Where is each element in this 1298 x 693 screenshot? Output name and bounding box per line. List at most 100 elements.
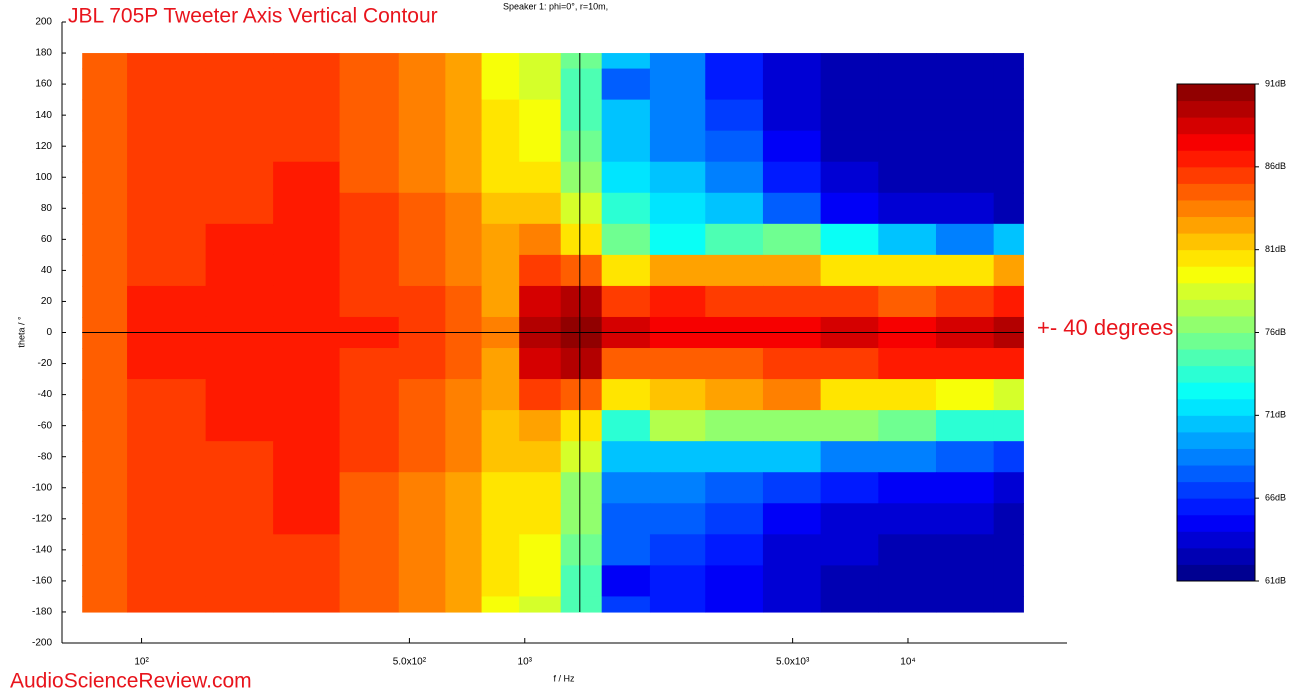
- contour-cell: [601, 503, 651, 535]
- contour-cell: [649, 503, 706, 535]
- contour-cell: [519, 254, 562, 287]
- contour-cell: [601, 565, 651, 598]
- contour-cell: [445, 565, 483, 598]
- contour-cell: [273, 596, 341, 613]
- x-tick-label: 10⁴: [900, 657, 915, 668]
- annotation: +- 40 degrees: [1037, 315, 1173, 340]
- contour-cell: [205, 410, 274, 442]
- contour-cell: [273, 379, 341, 411]
- contour-cell: [445, 441, 483, 473]
- contour-cell: [205, 68, 274, 101]
- contour-cell: [993, 503, 1024, 535]
- contour-cell: [601, 596, 651, 613]
- contour-cell: [878, 130, 937, 163]
- contour-cell: [519, 99, 562, 132]
- contour-cell: [993, 192, 1024, 225]
- colorbar-band: [1177, 398, 1255, 416]
- contour-cell: [878, 223, 937, 256]
- contour-cell: [993, 68, 1024, 101]
- y-tick-label: 120: [35, 141, 52, 152]
- contour-cell: [205, 348, 274, 380]
- contour-cell: [127, 379, 207, 411]
- contour-cell: [481, 534, 520, 566]
- contour-cell: [560, 565, 603, 598]
- contour-cell: [273, 53, 341, 70]
- contour-cell: [481, 68, 520, 101]
- contour-cell: [398, 223, 446, 256]
- contour-cell: [519, 285, 562, 318]
- contour-cell: [820, 161, 879, 194]
- contour-cell: [935, 254, 995, 287]
- contour-cell: [127, 410, 207, 442]
- contour-cell: [339, 254, 400, 287]
- contour-cell: [127, 472, 207, 504]
- contour-cell: [762, 223, 822, 256]
- contour-cell: [339, 534, 400, 566]
- contour-cell: [398, 472, 446, 504]
- contour-cell: [993, 596, 1024, 613]
- colorbar-band: [1177, 349, 1255, 367]
- contour-cell: [82, 68, 128, 101]
- contour-cell: [339, 285, 400, 318]
- contour-cell: [445, 596, 483, 613]
- contour-cell: [273, 410, 341, 442]
- colorbar-band: [1177, 117, 1255, 135]
- contour-cell: [820, 223, 879, 256]
- contour-cell: [273, 565, 341, 598]
- contour-cell: [481, 379, 520, 411]
- contour-cell: [445, 68, 483, 101]
- contour-cell: [993, 285, 1024, 318]
- x-tick-label: 5.0x10²: [393, 657, 427, 668]
- contour-cell: [127, 68, 207, 101]
- chart-subtitle: Speaker 1: phi=0°, r=10m,: [503, 1, 608, 11]
- contour-cell: [935, 223, 995, 256]
- contour-cell: [82, 161, 128, 194]
- contour-cell: [993, 379, 1024, 411]
- contour-cell: [878, 441, 937, 473]
- contour-cell: [205, 472, 274, 504]
- colorbar-band: [1177, 150, 1255, 168]
- contour-cell: [878, 565, 937, 598]
- contour-cell: [398, 254, 446, 287]
- contour-cell: [601, 53, 651, 70]
- y-tick-label: -180: [32, 607, 52, 618]
- contour-cell: [519, 441, 562, 473]
- contour-cell: [273, 192, 341, 225]
- contour-cell: [705, 254, 764, 287]
- colorbar-tick-label: 66dB: [1265, 493, 1286, 503]
- contour-cell: [820, 534, 879, 566]
- contour-cell: [820, 565, 879, 598]
- contour-cell: [398, 596, 446, 613]
- contour-cell: [398, 441, 446, 473]
- contour-cell: [649, 534, 706, 566]
- contour-cell: [878, 379, 937, 411]
- contour-cell: [127, 503, 207, 535]
- contour-cell: [127, 53, 207, 70]
- colorbar-band: [1177, 481, 1255, 499]
- contour-cell: [273, 285, 341, 318]
- y-tick-label: -200: [32, 638, 52, 649]
- contour-cell: [649, 99, 706, 132]
- contour-cell: [481, 348, 520, 380]
- contour-cell: [705, 68, 764, 101]
- y-tick-label: 180: [35, 48, 52, 59]
- contour-cell: [273, 130, 341, 163]
- contour-cell: [481, 441, 520, 473]
- contour-cell: [649, 192, 706, 225]
- y-tick-label: 40: [41, 265, 53, 276]
- contour-cell: [560, 223, 603, 256]
- contour-cell: [601, 161, 651, 194]
- contour-cell: [993, 99, 1024, 132]
- contour-cell: [445, 53, 483, 70]
- contour-cell: [601, 130, 651, 163]
- contour-cell: [205, 441, 274, 473]
- contour-cell: [560, 410, 603, 442]
- contour-cell: [762, 472, 822, 504]
- contour-cell: [398, 99, 446, 132]
- x-axis-label: f / Hz: [553, 673, 575, 683]
- contour-cell: [398, 285, 446, 318]
- contour-cell: [878, 68, 937, 101]
- contour-cell: [82, 223, 128, 256]
- contour-cell: [820, 68, 879, 101]
